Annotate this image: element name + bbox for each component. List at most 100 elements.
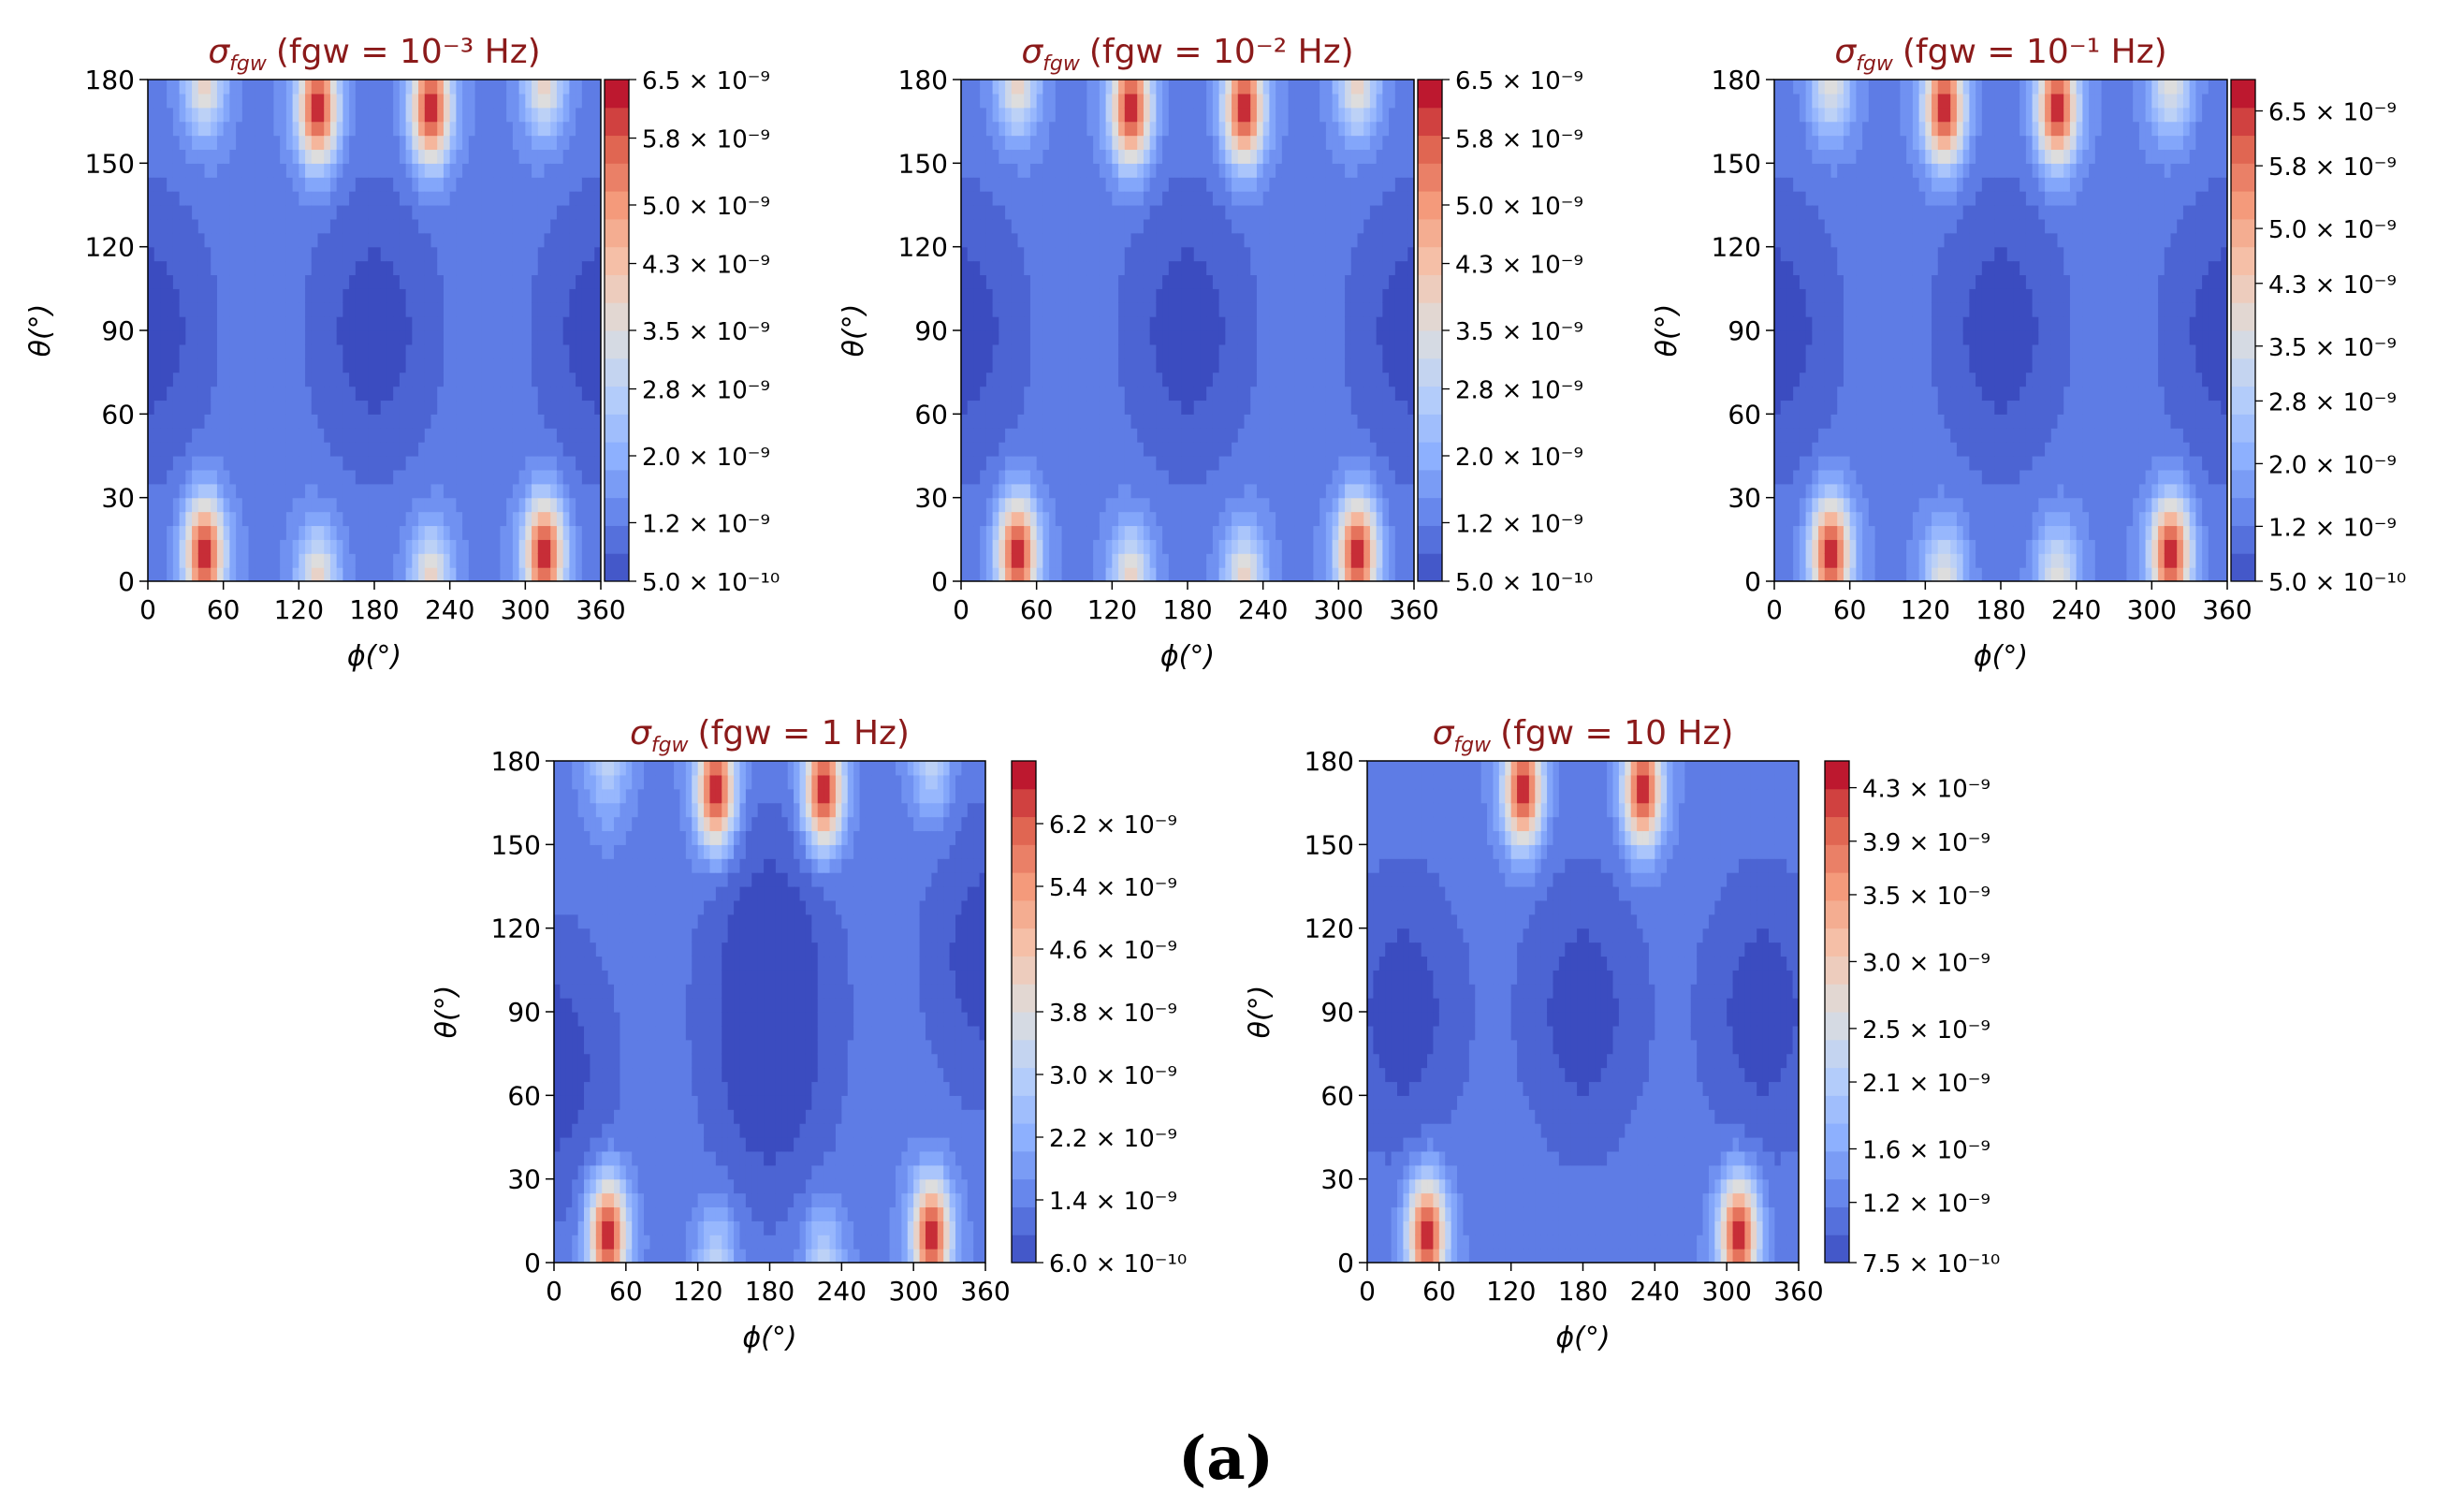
heatmap-cell [1276,135,1283,151]
heatmap-cell [1281,205,1290,220]
heatmap-cell [1357,93,1364,109]
heatmap-cell [1276,525,1283,540]
heatmap-cell [1250,149,1258,164]
heatmap-cell [160,343,168,359]
heatmap-cell [374,539,382,554]
heatmap-cell [1029,497,1038,513]
heatmap-cell [1200,553,1207,568]
heatmap-cell [1149,246,1157,262]
heatmap-cell [211,483,218,499]
heatmap-cell [488,302,495,317]
heatmap-cell [1325,93,1334,109]
heatmap-cell [216,316,225,331]
heatmap-cell [412,442,419,457]
heatmap-cell [985,483,994,499]
heatmap-cell [380,107,388,123]
heatmap-cell [1112,260,1119,276]
heatmap-cell [1288,274,1295,289]
heatmap-cell [1137,80,1145,95]
heatmap-cell [481,163,488,178]
heatmap-cell [192,316,199,331]
heatmap-cell [329,107,338,123]
heatmap-cell [992,191,999,206]
heatmap-cell [1338,288,1346,303]
heatmap-cell [361,232,369,248]
heatmap-cell [1105,414,1113,429]
heatmap-cell [361,343,369,359]
heatmap-cell [1124,456,1132,471]
heatmap-cell [493,288,502,303]
heatmap-cell [167,107,174,123]
heatmap-cell [185,149,193,164]
heatmap-cell [1168,163,1176,178]
heatmap-cell [1237,539,1246,554]
heatmap-cell [1049,414,1057,429]
heatmap-cell [1074,149,1082,164]
heatmap-cell [1029,135,1038,151]
heatmap-cell [1130,343,1138,359]
heatmap-cell [223,525,230,540]
heatmap-cell [1049,567,1057,581]
heatmap-cell [355,135,363,151]
heatmap-cell [1193,80,1202,95]
heatmap-cell [1086,330,1094,345]
heatmap-cell [248,218,255,234]
heatmap-cell [424,218,432,234]
heatmap-cell [1237,456,1246,471]
heatmap-cell [1118,428,1126,443]
heatmap-cell [443,400,451,415]
heatmap-cell [1042,191,1050,206]
heatmap-cell [1200,456,1207,471]
heatmap-cell [380,539,388,554]
heatmap-cell [192,483,199,499]
heatmap-cell [211,442,218,457]
colorbar: 5.0 × 10⁻¹⁰1.2 × 10⁻⁹2.0 × 10⁻⁹2.8 × 10⁻… [604,67,780,597]
heatmap-cell [493,511,502,527]
heatmap-cell [1130,205,1138,220]
heatmap-cell [481,456,488,471]
heatmap-cell [1313,539,1320,554]
heatmap-cell [437,288,445,303]
heatmap-cell [248,177,255,192]
heatmap-cell [474,497,482,513]
heatmap-cell [1232,525,1239,540]
heatmap-cell [1181,121,1188,137]
heatmap-cell [393,232,401,248]
heatmap-cell [399,191,407,206]
heatmap-cell [481,358,488,373]
heatmap-cell [1250,274,1258,289]
heatmap-cell [594,539,601,554]
heatmap-cell [1168,442,1176,457]
heatmap-cell [424,400,432,415]
heatmap-cell [1301,135,1308,151]
heatmap-cell [280,442,287,457]
heatmap-cell [374,456,382,471]
heatmap-cell [324,191,331,206]
heatmap-cell [967,400,975,415]
heatmap-cell [1168,469,1176,485]
heatmap-cell [349,497,357,513]
heatmap-cell [588,442,595,457]
heatmap-cell [1281,163,1290,178]
heatmap-cell [1055,288,1063,303]
heatmap-cell [1262,386,1270,402]
heatmap-cell [544,107,551,123]
heatmap-cell [1036,121,1043,137]
heatmap-cell [1237,302,1246,317]
heatmap-cell [1105,343,1113,359]
heatmap-cell [1188,191,1195,206]
heatmap-cell [1168,316,1176,331]
heatmap-cell [167,177,174,192]
heatmap-cell [368,163,375,178]
heatmap-cell [500,232,507,248]
heatmap-cell [1093,191,1101,206]
heatmap-cell [488,260,495,276]
heatmap-cell [1325,205,1334,220]
heatmap-cell [305,107,313,123]
heatmap-cell [1338,218,1346,234]
heatmap-cell [532,232,539,248]
heatmap-cell [1200,93,1207,109]
heatmap-cell [216,177,225,192]
heatmap-cell [197,274,206,289]
heatmap-cell [481,414,488,429]
